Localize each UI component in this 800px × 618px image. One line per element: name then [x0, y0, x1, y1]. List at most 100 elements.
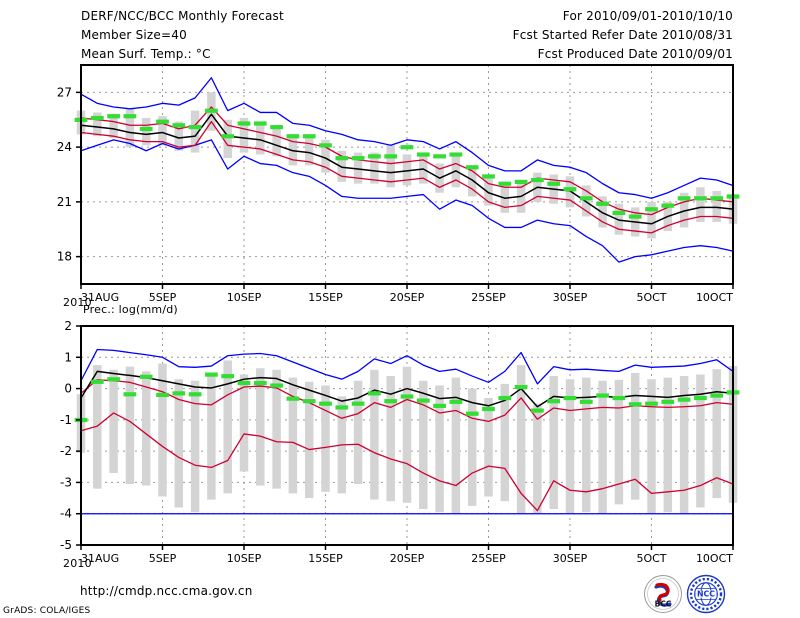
spread-bar: [223, 360, 232, 494]
climatology-dash: [400, 145, 414, 150]
climatology-dash: [302, 134, 316, 139]
x-tick-label: 10SEP: [227, 552, 262, 565]
spread-bar: [174, 379, 184, 508]
spread-bar: [353, 380, 363, 484]
spread-bar: [158, 116, 167, 146]
panel-precipitation: -5 -4 -3 -2 -1 0 1 2 31AUG 5SEP 10SEP 15SEP 20SEP 25S…: [60, 319, 740, 565]
spread-bar: [630, 372, 640, 500]
climatology-dash: [205, 108, 218, 113]
climatology-dash: [384, 399, 398, 404]
x-tick-label: 5SEP: [149, 291, 177, 304]
climatology-dash: [302, 399, 316, 404]
spread-bar: [435, 385, 444, 513]
climatology-dash: [433, 403, 446, 408]
climatology-dash: [465, 411, 479, 416]
spread-bar: [419, 380, 428, 510]
spread-bar: [125, 108, 135, 148]
spread-bar: [598, 380, 607, 514]
climatology-dash: [335, 405, 349, 410]
climatology-dash: [547, 399, 561, 404]
climatology-dash: [498, 181, 512, 186]
spread-bar: [712, 369, 721, 499]
spread-bar: [207, 373, 216, 500]
x-tick-label: 15SEP: [308, 291, 343, 304]
spread-bar: [549, 376, 558, 510]
x-tick-label: 15SEP: [308, 552, 343, 565]
climatology-dash: [645, 401, 658, 406]
spread-bar: [109, 369, 118, 474]
spread-bar: [451, 156, 461, 188]
climatology-dash: [531, 177, 544, 183]
climatology-dash: [286, 396, 300, 401]
climatology-dash: [661, 203, 675, 208]
climatology-dash: [645, 207, 658, 212]
y-tick-label: -3: [60, 475, 72, 489]
temp-xaxis-year: 2010: [63, 296, 92, 309]
climatology-dash: [188, 392, 202, 397]
x-tick-label: 30SEP: [553, 291, 588, 304]
y-tick-label: 2: [64, 319, 72, 333]
series-line-max: [80, 77, 734, 199]
spread-bar: [256, 368, 265, 486]
spread-bar: [516, 365, 526, 514]
climatology-dash: [351, 401, 365, 406]
spread-bar: [272, 128, 281, 157]
cmdp-url-link[interactable]: http://cmdp.ncc.cma.gov.cn: [80, 584, 253, 598]
spread-bar: [223, 119, 232, 159]
climatology-dash: [449, 399, 463, 404]
spread-bar: [663, 377, 673, 513]
climatology-dash: [90, 115, 104, 121]
climatology-dash: [139, 374, 153, 379]
spread-bar: [239, 374, 249, 472]
x-tick-label: 5OCT: [636, 291, 666, 304]
spread-bar: [370, 369, 379, 500]
climatology-dash: [514, 179, 528, 184]
climatology-dash: [433, 154, 446, 159]
y-tick-label: 0: [64, 382, 72, 396]
spread-bar: [516, 181, 526, 213]
spread-bar: [125, 366, 135, 484]
y-tick-label: 1: [64, 350, 72, 364]
climatology-dash: [612, 395, 626, 401]
climatology-dash: [563, 395, 577, 401]
climatology-dash: [677, 196, 691, 201]
series-line-lower_quartile: [80, 120, 734, 234]
x-tick-label: 30SEP: [553, 552, 588, 565]
spread-bar: [141, 371, 151, 486]
spread-bar: [679, 376, 689, 514]
climatology-dash: [172, 123, 186, 128]
spread-bar: [141, 117, 151, 146]
climatology-dash: [596, 201, 609, 206]
spread-bar: [190, 110, 200, 153]
spread-bar: [288, 377, 298, 494]
y-tick-label: -1: [60, 413, 72, 427]
variable-label: Mean Surf. Temp.: °C: [81, 47, 211, 61]
forecast-started-label: Fcst Started Refer Date 2010/08/31: [512, 28, 733, 42]
spread-bar: [386, 376, 395, 502]
x-tick-label: 31AUG: [81, 552, 119, 565]
climatology-dash: [221, 374, 235, 379]
spread-bar: [386, 145, 395, 188]
climatology-dash: [270, 383, 283, 388]
climatology-dash: [416, 152, 430, 157]
climatology-dash: [319, 143, 332, 148]
climatology-dash: [335, 156, 349, 161]
spread-bar: [304, 381, 314, 499]
climatology-dash: [107, 377, 120, 382]
precip-axis-title: Prec.: log(mm/d): [83, 303, 178, 316]
spread-bar: [402, 154, 412, 186]
climatology-dash: [482, 174, 495, 179]
climatology-dash: [188, 125, 202, 130]
climatology-dash: [205, 372, 218, 377]
climatology-dash: [563, 187, 577, 192]
spread-bar: [614, 203, 624, 235]
y-tick-label: 21: [57, 195, 72, 209]
x-tick-label: 5OCT: [636, 552, 666, 565]
spread-bar: [696, 374, 705, 508]
climatology-marks: [74, 372, 740, 423]
climatology-dash: [482, 406, 495, 412]
series-line-lower_quartile: [80, 412, 734, 512]
climatology-dash: [253, 121, 267, 126]
spread-bar: [647, 379, 656, 514]
